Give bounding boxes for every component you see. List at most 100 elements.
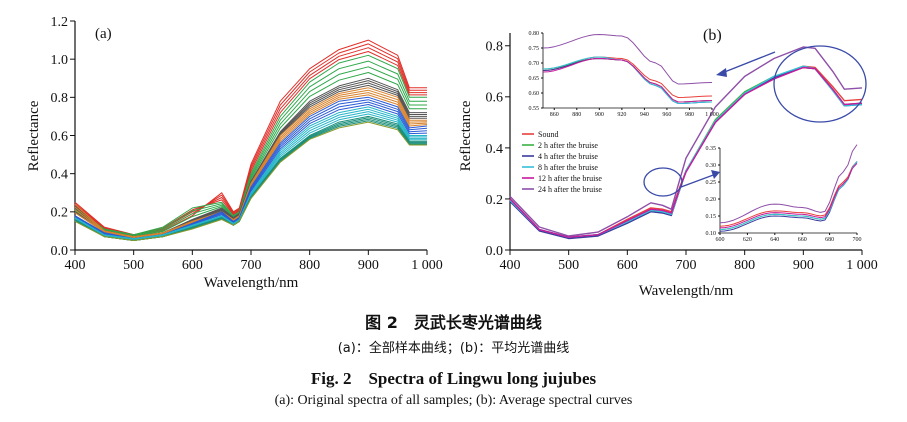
legend-label: 4 h after the bruise <box>538 152 598 161</box>
x-tick-label: 500 <box>558 258 579 273</box>
y-tick-label: 0.0 <box>51 244 69 259</box>
inset-bottom: 600 620 640 660 680 700 0.10 0.15 0.20 0.25 0.30 0.… <box>706 144 862 243</box>
series-line-28 <box>74 121 427 241</box>
x-tick-label: 400 <box>500 258 521 273</box>
y-tick-label: 0.2 <box>51 206 69 221</box>
y-tick-label: 0.2 <box>486 193 504 208</box>
x-tick-label: 800 <box>299 258 320 273</box>
x-tick-label: 860 <box>550 112 559 118</box>
arrow-head-top <box>716 68 727 77</box>
x-tick-label: 640 <box>770 237 779 243</box>
x-tick-label: 660 <box>798 237 807 243</box>
x-axis-label: Wavelength/nm <box>204 275 299 291</box>
y-tick-label: 0.35 <box>706 146 717 152</box>
y-tick-label: 0.8 <box>51 91 69 106</box>
arrow-bottom <box>680 173 717 188</box>
series-line-0 <box>542 56 713 98</box>
x-tick-label: 700 <box>676 258 697 273</box>
figure: 400 500 600 700 800 900 1 000 0.0 0.2 0.4 0.6 0.8 1.… <box>26 15 878 299</box>
legend-label: 8 h after the bruise <box>538 163 598 172</box>
x-tick-label: 1 000 <box>846 258 878 273</box>
x-tick-label: 700 <box>853 237 862 243</box>
x-tick-label: 600 <box>617 258 638 273</box>
y-tick-label: 0.65 <box>529 76 540 82</box>
x-tick-label: 800 <box>734 258 755 273</box>
panel-label-b: (b) <box>703 27 722 44</box>
legend-label: Sound <box>538 130 558 139</box>
series-line-2 <box>719 161 858 232</box>
y-tick-label: 0.30 <box>706 163 717 169</box>
x-tick-label: 500 <box>123 258 144 273</box>
legend-item: 12 h after the bruise <box>522 174 602 183</box>
x-axis-label: Wavelength/nm <box>639 283 734 299</box>
x-tick-label: 1 000 <box>705 112 719 118</box>
legend-item: 4 h after the bruise <box>522 152 598 161</box>
x-tick-label: 880 <box>572 112 581 118</box>
series-line-3 <box>542 56 713 104</box>
series-line-1 <box>74 43 427 236</box>
x-tick-label: 700 <box>241 258 262 273</box>
legend-item: 24 h after the bruise <box>522 185 602 194</box>
legend-item: 2 h after the bruise <box>522 141 598 150</box>
legend-label: 12 h after the bruise <box>538 174 602 183</box>
series-line-11 <box>74 84 427 238</box>
y-tick-label: 0.10 <box>706 231 717 237</box>
highlight-ellipse-top <box>773 45 867 123</box>
x-tick-label: 920 <box>617 112 626 118</box>
x-tick-label: 600 <box>182 258 203 273</box>
series-line-4 <box>542 58 713 103</box>
x-tick-label: 980 <box>685 112 694 118</box>
y-axis-label: Reflectance <box>458 100 474 171</box>
x-tick-label: 900 <box>358 258 379 273</box>
x-tick-label: 960 <box>662 112 671 118</box>
x-tick-label: 600 <box>716 237 725 243</box>
y-tick-label: 0.55 <box>529 106 540 112</box>
series-line-12 <box>74 87 427 238</box>
legend-label: 2 h after the bruise <box>538 141 598 150</box>
legend: Sound 2 h after the bruise 4 h after the b… <box>522 130 602 194</box>
x-tick-label: 900 <box>595 112 604 118</box>
series-line-5 <box>542 34 713 85</box>
panel-b: 400 500 600 700 800 900 1 000 0.0 0.2 0.4 0.6 0.8 (b… <box>458 27 878 299</box>
y-tick-label: 0.25 <box>706 180 717 186</box>
y-tick-label: 1.0 <box>51 53 69 68</box>
y-tick-label: 0.4 <box>51 168 69 183</box>
arrow-head-bottom <box>711 170 720 179</box>
x-tick-label: 400 <box>65 258 86 273</box>
x-tick-label: 680 <box>825 237 834 243</box>
y-tick-label: 0.6 <box>51 129 69 144</box>
series-line-4 <box>509 66 863 238</box>
y-tick-label: 0.20 <box>706 197 717 203</box>
caption-zh-sub: (a)：全部样本曲线；(b)：平均光谱曲线 <box>337 341 570 356</box>
caption-en-title: Fig. 2 Spectra of Lingwu long jujubes <box>310 369 597 388</box>
y-tick-label: 0.6 <box>486 91 504 106</box>
x-tick-label: 940 <box>640 112 649 118</box>
series-line-0 <box>719 161 858 227</box>
legend-item: 8 h after the bruise <box>522 163 598 172</box>
series-line-3 <box>719 161 858 231</box>
legend-label: 24 h after the bruise <box>538 185 602 194</box>
y-tick-label: 0.8 <box>486 40 504 55</box>
series-line-2 <box>74 47 427 236</box>
series-line-5 <box>509 46 863 237</box>
caption-en-sub: (a): Original spectra of all samples; (b… <box>274 393 633 408</box>
series-line-3 <box>74 51 427 236</box>
arrow-top <box>721 51 776 74</box>
x-tick-label: 1 000 <box>411 258 443 273</box>
series-line-4 <box>719 162 858 229</box>
y-axis-label: Reflectance <box>26 100 42 171</box>
series-line-5 <box>719 144 858 224</box>
y-tick-label: 0.15 <box>706 214 717 220</box>
panel-a: 400 500 600 700 800 900 1 000 0.0 0.2 0.4 0.6 0.8 1.… <box>26 15 443 291</box>
y-tick-label: 0.60 <box>529 91 540 97</box>
x-tick-label: 900 <box>793 258 814 273</box>
y-tick-label: 0.0 <box>486 244 504 259</box>
panel-label-a: (a) <box>95 26 112 42</box>
inset-top: 860 880 900 920 940 960 980 1 000 0.55 0.60 0.65 0.… <box>529 31 719 118</box>
y-tick-label: 0.70 <box>529 61 540 67</box>
caption-zh-title: 图 2 灵武长枣光谱曲线 <box>365 313 542 332</box>
series-line-4 <box>74 54 427 236</box>
y-tick-label: 0.80 <box>529 31 540 37</box>
y-tick-label: 0.4 <box>486 142 504 157</box>
legend-item: Sound <box>522 130 558 139</box>
